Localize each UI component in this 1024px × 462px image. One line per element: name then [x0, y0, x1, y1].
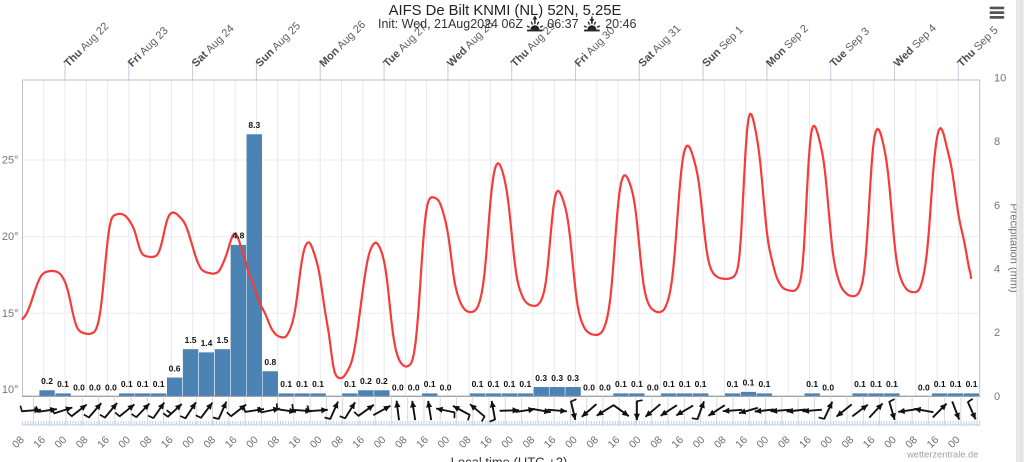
svg-text:8.3: 8.3: [248, 120, 260, 130]
svg-text:0.1: 0.1: [934, 379, 946, 389]
svg-text:0.0: 0.0: [89, 382, 101, 392]
svg-text:1.4: 1.4: [201, 338, 213, 348]
svg-text:0.1: 0.1: [487, 379, 499, 389]
svg-text:0.0: 0.0: [647, 382, 659, 392]
svg-text:0.1: 0.1: [137, 379, 149, 389]
svg-text:0.0: 0.0: [599, 382, 611, 392]
svg-text:0.1: 0.1: [344, 379, 356, 389]
svg-text:0.1: 0.1: [758, 379, 770, 389]
svg-text:0.1: 0.1: [312, 379, 324, 389]
svg-text:0.1: 0.1: [503, 379, 515, 389]
svg-text:wetterzentrale.de: wetterzentrale.de: [906, 449, 978, 459]
svg-text:0.1: 0.1: [743, 378, 755, 388]
svg-text:10: 10: [994, 72, 1006, 84]
svg-text:0.1: 0.1: [854, 379, 866, 389]
svg-text:06:37: 06:37: [547, 17, 578, 31]
svg-text:0.1: 0.1: [966, 379, 978, 389]
svg-text:0.1: 0.1: [153, 379, 165, 389]
svg-text:0.1: 0.1: [695, 379, 707, 389]
svg-text:0.3: 0.3: [535, 373, 547, 383]
svg-text:Init: Wed, 21Aug2024 06Z: Init: Wed, 21Aug2024 06Z: [378, 17, 523, 31]
svg-text:0.3: 0.3: [567, 373, 579, 383]
svg-text:25°: 25°: [2, 155, 19, 167]
svg-text:0.6: 0.6: [169, 363, 181, 373]
svg-text:20:46: 20:46: [605, 17, 636, 31]
svg-text:0.1: 0.1: [886, 379, 898, 389]
svg-text:0.0: 0.0: [105, 382, 117, 392]
svg-text:0.1: 0.1: [631, 379, 643, 389]
svg-text:0.1: 0.1: [519, 379, 531, 389]
svg-text:0.2: 0.2: [41, 376, 53, 386]
svg-text:0.1: 0.1: [806, 379, 818, 389]
svg-text:0.0: 0.0: [918, 382, 930, 392]
svg-text:0.3: 0.3: [551, 373, 563, 383]
svg-text:0.0: 0.0: [822, 382, 834, 392]
svg-text:0.1: 0.1: [870, 379, 882, 389]
svg-text:0.1: 0.1: [727, 379, 739, 389]
svg-text:20°: 20°: [2, 231, 19, 243]
svg-text:0.8: 0.8: [264, 357, 276, 367]
svg-text:0.1: 0.1: [424, 379, 436, 389]
svg-text:0.1: 0.1: [679, 379, 691, 389]
svg-text:0.2: 0.2: [360, 376, 372, 386]
svg-text:1.5: 1.5: [216, 335, 228, 345]
svg-text:0.1: 0.1: [296, 379, 308, 389]
svg-text:0.1: 0.1: [121, 379, 133, 389]
svg-text:0.1: 0.1: [615, 379, 627, 389]
svg-text:0.0: 0.0: [73, 382, 85, 392]
svg-text:0.2: 0.2: [376, 376, 388, 386]
svg-text:0.0: 0.0: [583, 382, 595, 392]
svg-text:4: 4: [994, 264, 1000, 276]
svg-text:0.1: 0.1: [472, 379, 484, 389]
svg-text:0.1: 0.1: [663, 379, 675, 389]
svg-text:0.1: 0.1: [280, 379, 292, 389]
svg-text:0.0: 0.0: [408, 382, 420, 392]
svg-text:0: 0: [994, 391, 1000, 403]
svg-text:4.8: 4.8: [232, 231, 244, 241]
svg-text:AIFS De Bilt KNMI (NL) 52N, 5.: AIFS De Bilt KNMI (NL) 52N, 5.25E: [389, 3, 622, 19]
svg-text:0.1: 0.1: [950, 379, 962, 389]
svg-text:15°: 15°: [2, 308, 19, 320]
svg-text:0.0: 0.0: [392, 382, 404, 392]
svg-text:8: 8: [994, 136, 1000, 148]
svg-text:0.1: 0.1: [57, 379, 69, 389]
svg-text:6: 6: [994, 200, 1000, 212]
svg-text:0.0: 0.0: [440, 382, 452, 392]
svg-text:1.5: 1.5: [185, 335, 197, 345]
svg-text:10°: 10°: [2, 384, 19, 396]
svg-text:Local time (UTC +2): Local time (UTC +2): [451, 455, 568, 462]
svg-text:2: 2: [994, 327, 1000, 339]
